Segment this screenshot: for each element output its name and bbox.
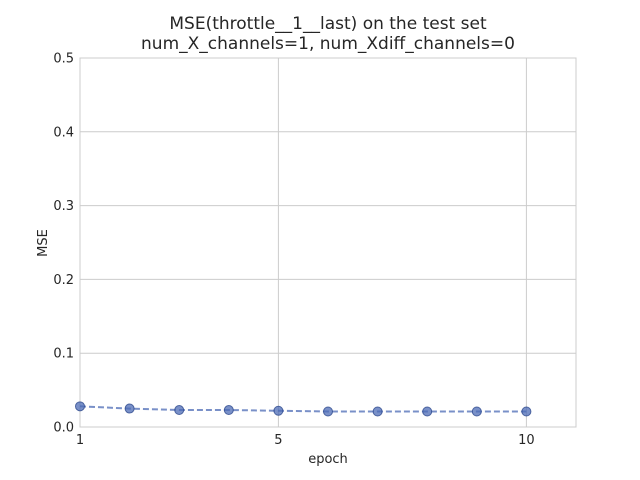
data-point <box>223 405 234 416</box>
data-point <box>323 406 333 417</box>
plot-frame <box>79 57 577 428</box>
x-axis-label: epoch <box>308 452 348 467</box>
y-tick-label: 0.0 <box>53 421 74 436</box>
y-tick-label: 0.3 <box>53 199 74 214</box>
x-tick-label: 10 <box>518 433 535 448</box>
data-point <box>75 401 85 412</box>
x-tick-label: 5 <box>274 433 282 448</box>
data-point <box>372 406 383 417</box>
data-point <box>273 405 284 416</box>
chart-title: MSE(throttle__1__last) on the test set <box>169 14 487 34</box>
chart-subtitle: num_X_channels=1, num_Xdiff_channels=0 <box>141 34 515 54</box>
data-point <box>174 405 185 416</box>
y-axis-label: MSE <box>36 229 51 257</box>
data-point <box>521 406 532 417</box>
y-tick-label: 0.2 <box>53 273 74 288</box>
data-point <box>124 403 135 414</box>
y-tick-label: 0.5 <box>53 52 74 67</box>
data-point <box>471 406 482 417</box>
series-layer <box>75 401 532 417</box>
y-tick-label: 0.1 <box>53 347 74 362</box>
y-tick-label: 0.4 <box>53 125 74 140</box>
tick-labels: 0.0 0.1 0.2 0.3 0.4 0.5 1 5 10 <box>53 52 534 449</box>
series-line <box>79 405 527 413</box>
data-point <box>422 406 433 417</box>
x-tick-label: 1 <box>76 433 84 448</box>
